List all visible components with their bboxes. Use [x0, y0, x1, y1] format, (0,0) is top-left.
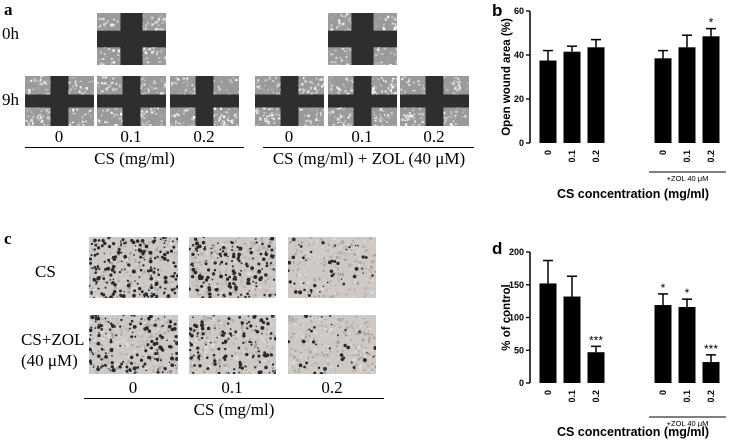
y-tick-label-d-1: 50	[514, 345, 524, 355]
x-tick-label-d-1: 0.1	[567, 390, 577, 403]
bar-b-5	[702, 36, 720, 143]
significance-d-2: ***	[589, 333, 603, 347]
y-tick-label-d-4: 200	[509, 247, 524, 257]
x-tick-label-b-1: 0.1	[567, 150, 577, 163]
y-label-b: Open wound area (%)	[501, 18, 513, 136]
x-tick-label-d-2: 0.2	[591, 390, 601, 403]
bar-d-4	[678, 307, 696, 383]
y-label-d: % of control	[501, 284, 513, 350]
chart-d: d 0 50 100 150 200 % of control 0 0.1 *** 0.2 * 0 * 0.…	[492, 239, 726, 439]
row-label-concentration: (40 μM)	[21, 351, 78, 370]
panel-c-axis-label: CS (mg/ml)	[193, 400, 275, 419]
migration-image-cs-0	[88, 235, 180, 301]
wound-image-9h-cs-0.1	[97, 76, 169, 128]
wound-image-9h-cszol-0	[255, 76, 327, 128]
y-tick-label-b-0: 0	[519, 138, 524, 148]
y-tick-label-d-3: 150	[509, 280, 524, 290]
panel-c-axis-line	[84, 398, 384, 399]
bar-d-0	[539, 283, 557, 383]
wound-image-0h-cs	[97, 13, 168, 68]
wound-image-0h-cszol	[328, 13, 400, 68]
significance-d-4: *	[685, 286, 690, 300]
group-label-b: +ZOL 40 μM	[667, 174, 709, 183]
y-tick-label-d-2: 100	[509, 313, 524, 323]
significance-b-5: *	[709, 16, 714, 30]
tick-a-left-2: 0.2	[193, 127, 215, 146]
wound-image-9h-cs-0	[25, 76, 96, 129]
wound-image-9h-cszol-0.1	[328, 76, 400, 128]
tick-a-right-2: 0.2	[423, 127, 445, 146]
group-label-cszol: CS (mg/ml) + ZOL (40 μM)	[272, 149, 466, 168]
bar-b-2	[587, 47, 605, 143]
migration-image-cszol-0.1	[187, 313, 278, 377]
bar-b-3	[654, 58, 672, 143]
significance-d-3: *	[661, 281, 666, 295]
bar-d-1	[563, 296, 581, 383]
migration-image-cszol-0	[88, 313, 181, 377]
x-tick-label-b-2: 0.2	[591, 150, 601, 163]
panel-c-label: c	[4, 229, 12, 248]
x-tick-label-b-0: 0	[543, 150, 553, 155]
bar-d-5	[702, 362, 720, 383]
row-label-0h: 0h	[2, 24, 19, 43]
bar-b-1	[563, 51, 581, 144]
bar-d-3	[654, 305, 672, 383]
y-tick-label-b-1: 20	[514, 94, 524, 104]
y-tick-label-d-0: 0	[519, 378, 524, 388]
x-label-d: CS concentration (mg/ml)	[557, 425, 709, 439]
panel-d-label: d	[492, 239, 502, 258]
row-label-cs: CS	[35, 262, 56, 281]
panel-b-label: b	[492, 1, 502, 20]
tick-a-left-0: 0	[54, 127, 64, 146]
significance-d-5: ***	[704, 342, 718, 356]
panel-a-label: a	[4, 0, 13, 19]
x-tick-label-b-3: 0	[658, 150, 668, 155]
migration-image-cs-0.1	[187, 235, 279, 301]
bar-d-2	[587, 352, 605, 383]
group-line-cs	[25, 147, 244, 148]
tick-a-right-1: 0.1	[351, 127, 373, 146]
x-tick-label-d-0: 0	[543, 390, 553, 395]
row-label-cszol: CS+ZOL	[21, 330, 85, 349]
tick-c-0: 0	[128, 378, 138, 397]
bar-b-0	[539, 60, 557, 143]
migration-image-cszol-0.2	[287, 314, 379, 377]
group-label-cs: CS (mg/ml)	[94, 149, 175, 168]
y-tick-label-b-2: 40	[514, 50, 524, 60]
tick-c-2: 0.2	[321, 378, 343, 397]
x-tick-label-d-5: 0.2	[706, 390, 716, 403]
migration-image-cs-0.2	[287, 237, 378, 301]
bar-b-4	[678, 47, 696, 143]
x-tick-label-d-3: 0	[658, 390, 668, 395]
wound-image-9h-cs-0.2	[170, 76, 241, 128]
wound-image-9h-cszol-0.2	[400, 76, 472, 129]
x-tick-label-b-4: 0.1	[682, 150, 692, 163]
x-tick-label-b-5: 0.2	[706, 150, 716, 163]
tick-a-left-1: 0.1	[120, 127, 142, 146]
x-label-b: CS concentration (mg/ml)	[557, 187, 709, 201]
x-tick-label-d-4: 0.1	[682, 390, 692, 403]
group-line-cszol	[263, 147, 474, 148]
group-label-d: +ZOL 40 μM	[667, 419, 709, 428]
row-label-9h: 9h	[2, 90, 19, 109]
tick-c-1: 0.1	[221, 378, 243, 397]
y-tick-label-b-3: 60	[514, 6, 524, 16]
tick-a-right-0: 0	[284, 127, 294, 146]
